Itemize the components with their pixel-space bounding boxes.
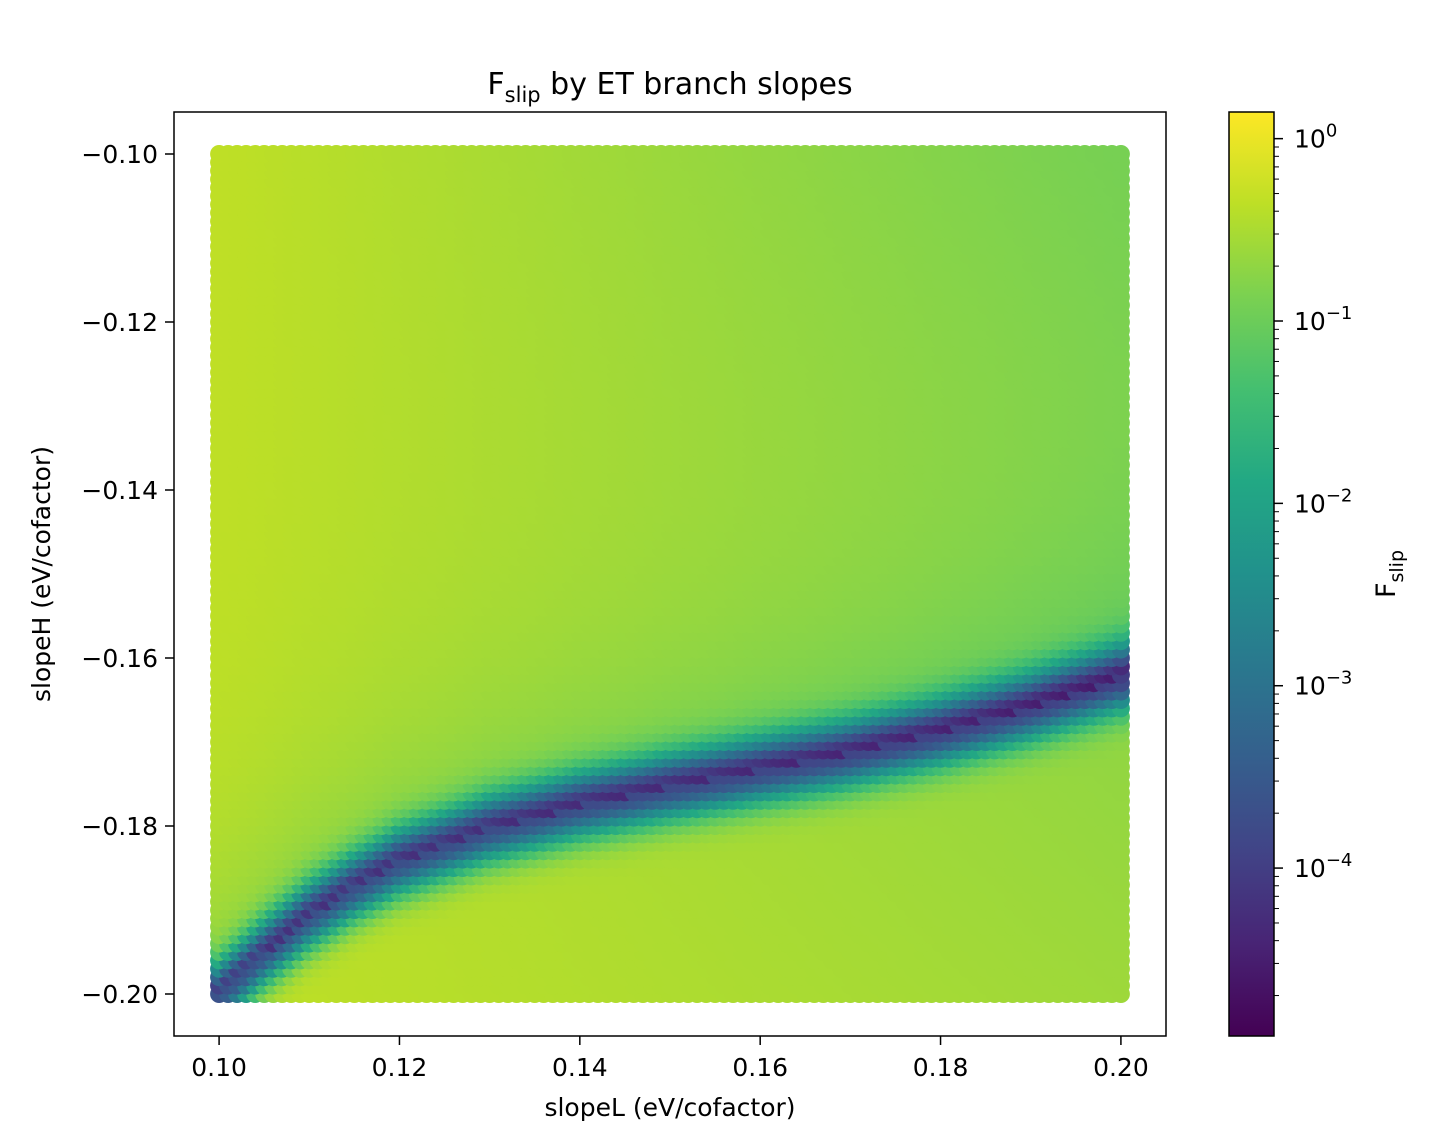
title-sub: slip [505,83,541,107]
title-main: F [487,67,504,102]
chart-title: Fslip by ET branch slopes [487,67,852,107]
scatter-points [210,145,1130,1003]
title-rest: by ET branch slopes [541,67,853,102]
